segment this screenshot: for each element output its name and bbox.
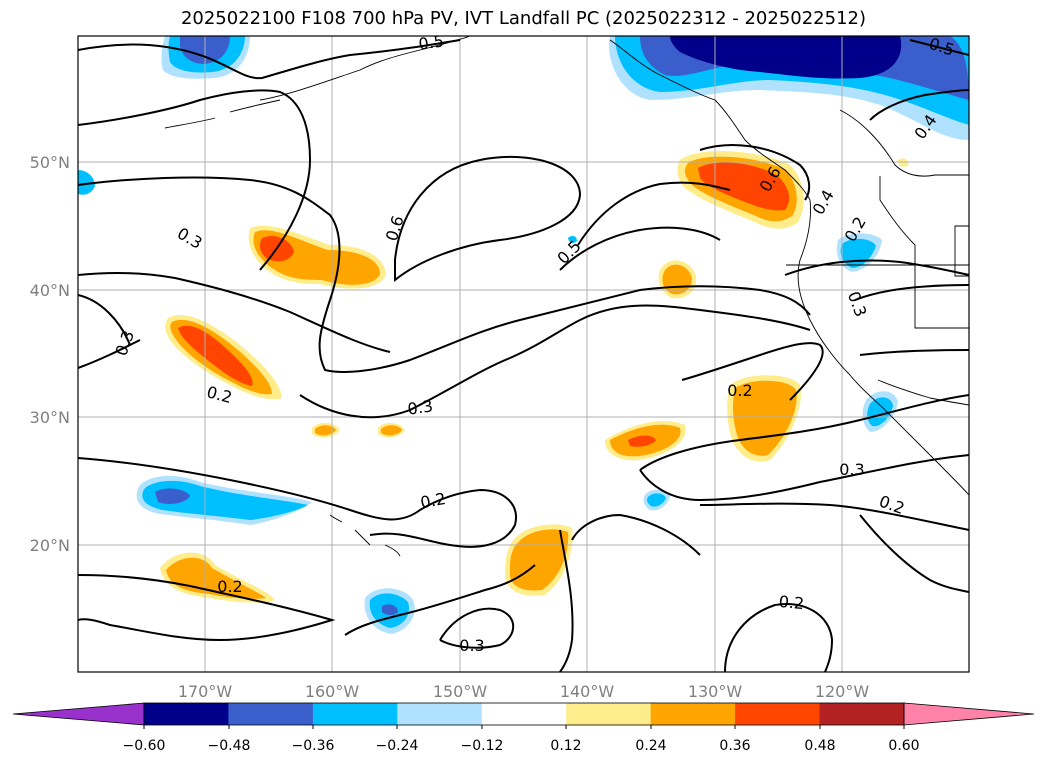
contour-label: 0.2 (727, 381, 752, 400)
lon-label-140w: 140°W (560, 682, 615, 701)
colorbar: −0.60 −0.48 −0.36 −0.24 −0.12 0.12 0.24 … (12, 702, 1035, 754)
colorbar-tick-labels: −0.60 −0.48 −0.36 −0.24 −0.12 0.12 0.24 … (123, 738, 920, 754)
contour-label: 0.2 (217, 577, 242, 596)
colorbar-low-arrow (12, 702, 145, 726)
colorbar-tick: −0.36 (292, 738, 335, 754)
colorbar-cell (819, 703, 905, 725)
contour-label: 0.3 (459, 636, 484, 655)
lon-label-120w: 120°W (815, 682, 870, 701)
colorbar-tick: 0.12 (550, 738, 581, 754)
colorbar-cell (312, 703, 398, 725)
lon-label-150w: 150°W (433, 682, 488, 701)
longitude-labels: 170°W 160°W 150°W 140°W 130°W 120°W (178, 682, 870, 701)
contour-label: 0.5 (417, 31, 445, 53)
pv-contours (78, 39, 969, 672)
map-title: 2025022100 F108 700 hPa PV, IVT Landfall… (180, 8, 867, 29)
map-frame (77, 35, 970, 673)
colorbar-tick: 0.48 (804, 738, 835, 754)
colorbar-tick: −0.24 (376, 738, 419, 754)
latitude-labels: 50°N 40°N 30°N 20°N (30, 153, 70, 555)
colorbar-tick: −0.12 (461, 738, 504, 754)
map-area: 0.5 0.5 0.4 0.3 0.6 0.5 0.6 0.4 0.3 0.2 … (78, 31, 969, 672)
contour-label: 0.2 (778, 592, 805, 613)
contour-label: 0.3 (406, 396, 434, 418)
lat-label-40n: 40°N (30, 281, 70, 300)
colorbar-tick: 0.24 (635, 738, 666, 754)
colorbar-tick: −0.60 (123, 738, 166, 754)
lon-label-160w: 160°W (305, 682, 360, 701)
colorbar-tick: −0.48 (208, 738, 251, 754)
colorbar-cell (650, 703, 736, 725)
coastlines (164, 36, 969, 557)
colorbar-high-arrow (903, 702, 1035, 726)
lon-label-130w: 130°W (688, 682, 743, 701)
colorbar-cell (397, 703, 483, 725)
colorbar-cell (228, 703, 314, 725)
colorbar-cell (735, 703, 821, 725)
colorbar-cell (144, 703, 229, 725)
colorbar-frame (143, 702, 905, 726)
lon-label-170w: 170°W (178, 682, 233, 701)
colorbar-cell (481, 703, 567, 725)
contour-label: 0.5 (927, 34, 957, 60)
colorbar-tick: 0.36 (719, 738, 750, 754)
colorbar-cells (144, 703, 905, 725)
contour-label: 0.3 (839, 460, 864, 479)
colorbar-cell (566, 703, 652, 725)
contour-label: 0.2 (419, 489, 447, 512)
lat-label-20n: 20°N (30, 536, 70, 555)
lat-label-30n: 30°N (30, 408, 70, 427)
colorbar-tick-marks (143, 725, 905, 729)
lat-label-50n: 50°N (30, 153, 70, 172)
colorbar-tick: 0.60 (888, 738, 919, 754)
